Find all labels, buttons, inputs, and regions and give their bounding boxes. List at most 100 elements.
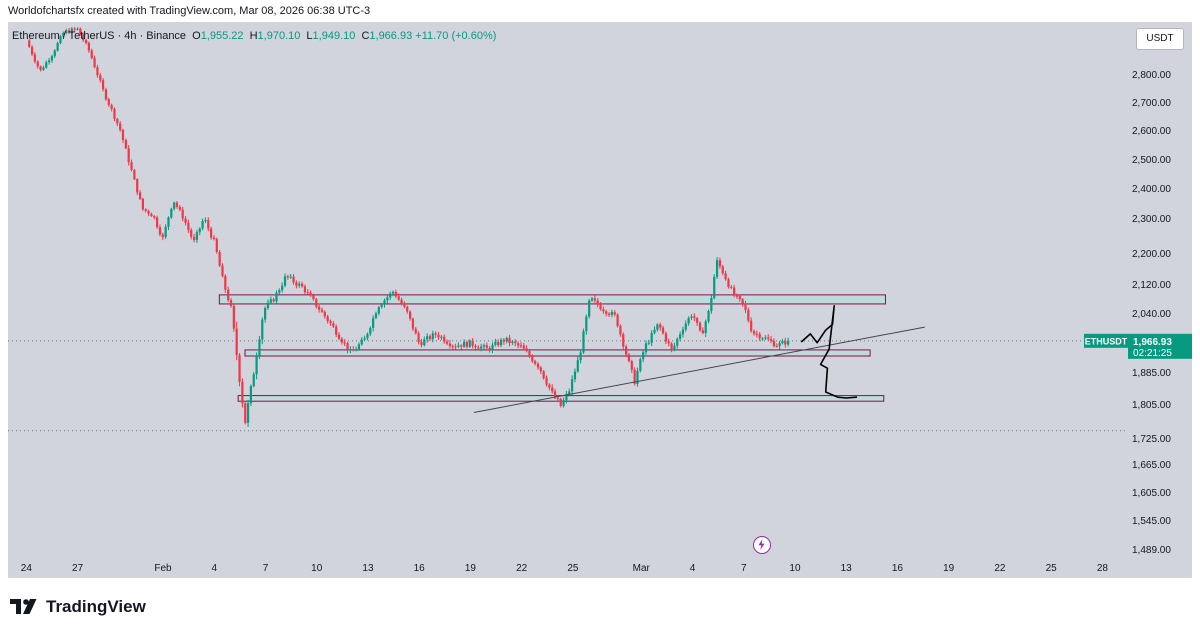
candle-body bbox=[440, 336, 443, 338]
candle bbox=[707, 309, 710, 324]
candle-body bbox=[758, 334, 761, 339]
candle bbox=[408, 310, 412, 321]
candle-body bbox=[312, 295, 315, 300]
chart-frame[interactable]: ETHUSDT Ethereum / TetherUS · 4h · Binan… bbox=[8, 22, 1192, 578]
y-tick-label: 1,605.00 bbox=[1132, 488, 1171, 499]
candle bbox=[198, 227, 201, 236]
candle-body bbox=[713, 276, 716, 299]
candle-body bbox=[733, 287, 736, 296]
y-tick-label: 2,600.00 bbox=[1132, 126, 1171, 137]
event-bolt-icon[interactable] bbox=[753, 536, 771, 554]
candle bbox=[235, 321, 238, 361]
candle-body bbox=[627, 354, 631, 362]
candle bbox=[542, 370, 545, 380]
candle-body bbox=[286, 276, 289, 278]
candle bbox=[192, 233, 196, 243]
candle bbox=[525, 345, 528, 353]
candle-body bbox=[679, 334, 682, 339]
candle bbox=[511, 339, 514, 345]
candle-body bbox=[434, 333, 437, 335]
candle bbox=[536, 362, 540, 370]
candle bbox=[116, 117, 119, 126]
candle bbox=[218, 249, 221, 267]
candle-body bbox=[752, 331, 756, 334]
candle bbox=[130, 159, 133, 172]
candle bbox=[468, 339, 471, 348]
candle-body bbox=[303, 286, 307, 293]
candle-body bbox=[502, 339, 505, 342]
candle bbox=[278, 288, 281, 295]
candle-body bbox=[377, 307, 380, 314]
candle-body bbox=[181, 209, 184, 219]
candle-body bbox=[505, 337, 508, 342]
candle-body bbox=[707, 310, 710, 322]
candle-body bbox=[190, 229, 193, 237]
candle bbox=[59, 34, 62, 45]
candle bbox=[548, 383, 551, 391]
candle bbox=[360, 337, 363, 346]
candle-body bbox=[721, 266, 724, 274]
current-price-value: 1,966.93 bbox=[1133, 337, 1172, 348]
candle-body bbox=[50, 56, 54, 61]
candlestick-chart[interactable]: ETHUSDT bbox=[8, 22, 1128, 556]
candle bbox=[568, 388, 571, 397]
candle bbox=[156, 215, 159, 230]
candle bbox=[633, 367, 636, 386]
candle bbox=[448, 340, 451, 349]
price-scale[interactable]: 2,800.00 2,700.00 2,600.00 2,500.00 2,400.00… bbox=[1128, 22, 1192, 578]
candle bbox=[212, 235, 216, 241]
candle-body bbox=[300, 283, 304, 287]
tradingview-mark-icon bbox=[10, 599, 37, 614]
candle-body bbox=[573, 371, 577, 380]
candle bbox=[761, 336, 764, 341]
candle bbox=[195, 229, 199, 243]
candle-body bbox=[499, 339, 503, 346]
candle-body bbox=[215, 239, 218, 253]
ticker-tag-bg bbox=[1084, 333, 1128, 348]
candle-body bbox=[522, 345, 525, 349]
candle-body bbox=[582, 331, 585, 353]
plot-area[interactable]: ETHUSDT Ethereum / TetherUS · 4h · Binan… bbox=[8, 22, 1128, 556]
candle bbox=[647, 339, 650, 346]
candle-body bbox=[431, 333, 434, 340]
candle bbox=[457, 342, 460, 349]
candle bbox=[744, 300, 747, 314]
candle bbox=[73, 27, 76, 32]
candle-body bbox=[47, 60, 51, 63]
x-tick-label: 16 bbox=[414, 563, 426, 574]
candle-body bbox=[70, 28, 73, 33]
candle-body bbox=[408, 311, 412, 319]
currency-button[interactable]: USDT bbox=[1136, 28, 1184, 50]
candle bbox=[232, 303, 235, 332]
candle-body bbox=[318, 306, 321, 310]
candle-body bbox=[136, 179, 139, 193]
candle-body bbox=[45, 62, 48, 68]
candle bbox=[190, 227, 193, 240]
candle bbox=[724, 270, 727, 281]
high-label: H bbox=[249, 30, 258, 42]
candle bbox=[67, 27, 71, 35]
symbol-title[interactable]: Ethereum / TetherUS · 4h · Binance bbox=[12, 30, 187, 42]
candle-body bbox=[613, 312, 616, 315]
candle bbox=[70, 27, 73, 35]
candle bbox=[96, 64, 99, 78]
candle-body bbox=[93, 58, 96, 68]
candle-body bbox=[704, 321, 707, 334]
candle bbox=[138, 190, 142, 200]
candle bbox=[144, 208, 147, 213]
candle bbox=[616, 313, 619, 328]
candle-body bbox=[164, 226, 167, 238]
candle bbox=[488, 346, 491, 353]
candle bbox=[62, 31, 65, 38]
candle-body bbox=[201, 221, 204, 229]
candle-body bbox=[511, 341, 514, 343]
candle bbox=[701, 327, 704, 335]
candle bbox=[656, 323, 659, 332]
candle bbox=[508, 334, 511, 347]
candle bbox=[690, 314, 693, 321]
candle bbox=[428, 334, 432, 342]
candle bbox=[485, 342, 488, 350]
candle-body bbox=[491, 344, 494, 351]
candle bbox=[607, 312, 611, 318]
time-scale[interactable]: 24 27 Feb 4 7 10 13 16 19 22 25 Mar 4 7 10 13 16 19 22 25 28 bbox=[8, 556, 1128, 578]
